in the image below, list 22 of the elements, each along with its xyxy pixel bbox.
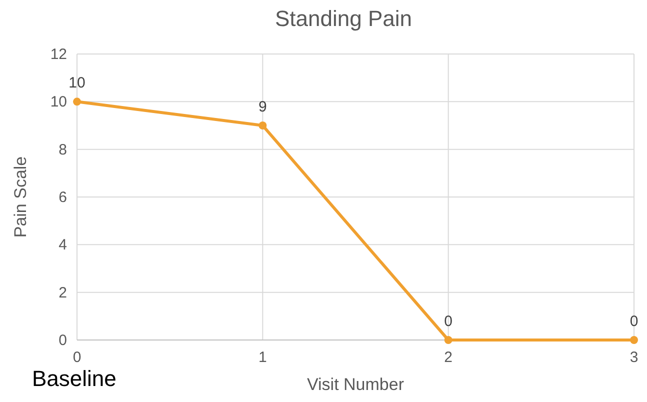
x-tick-label: 1 — [258, 349, 267, 366]
x-axis-title: Visit Number — [307, 375, 404, 394]
point — [258, 122, 267, 130]
data-label: 9 — [258, 98, 267, 116]
y-tick-label: 2 — [58, 284, 67, 302]
point — [630, 336, 638, 344]
y-tick-label: 4 — [58, 236, 67, 254]
y-tick-label: 6 — [58, 189, 67, 206]
y-tick-label: 12 — [50, 46, 67, 63]
y-tick-label: 10 — [50, 94, 67, 111]
point — [444, 336, 452, 344]
data-label: 0 — [630, 313, 638, 330]
point — [73, 98, 81, 106]
x-tick-label: 3 — [630, 349, 638, 366]
data-label: 0 — [444, 313, 453, 330]
y-tick-label: 8 — [58, 141, 67, 158]
text: Baseline — [32, 366, 116, 391]
x-tick-label: 0 — [72, 349, 82, 366]
x-tick-label: 2 — [444, 349, 453, 366]
y-axis-title: Pain Scale — [11, 156, 30, 238]
y-tick-label: 0 — [58, 332, 67, 349]
chart-title: Standing Pain — [275, 6, 412, 31]
